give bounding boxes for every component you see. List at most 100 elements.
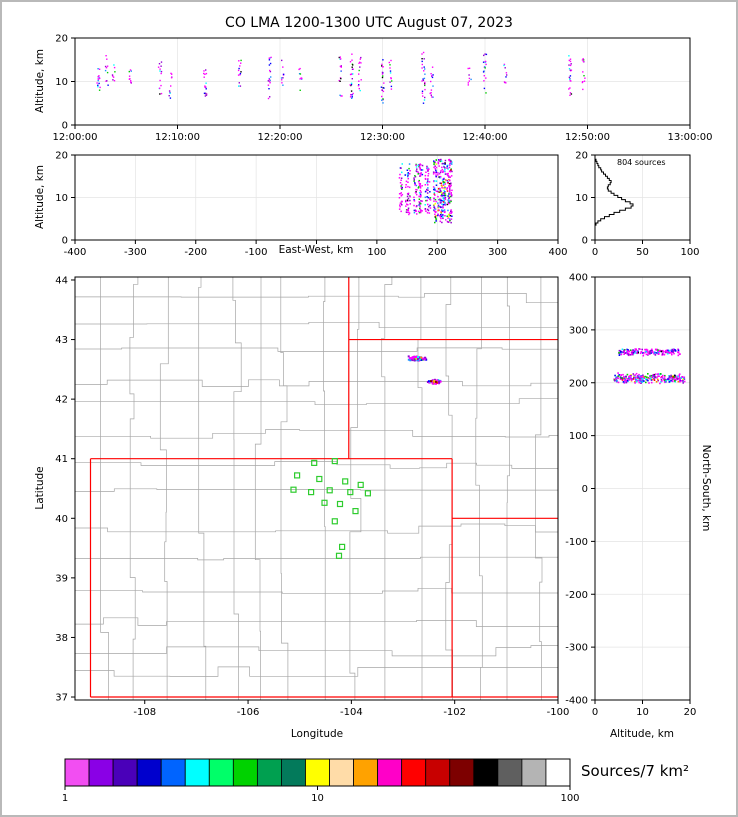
station-marker	[347, 489, 354, 496]
tick-label: 100	[680, 247, 699, 258]
station-marker	[336, 500, 344, 508]
colorbar-cell	[160, 758, 186, 787]
colorbar-cell	[497, 758, 523, 787]
colorbar-label: Sources/7 km²	[581, 762, 690, 780]
state-borders	[89, 277, 558, 698]
colorbar-cell	[88, 758, 114, 787]
colorbar-cell	[232, 758, 258, 787]
tick-label: 0	[592, 247, 598, 258]
tick-label: 12:00:00	[53, 132, 98, 143]
station-marker	[311, 459, 318, 466]
station-marker	[331, 458, 338, 465]
tick-label: -300	[565, 643, 588, 654]
tick-label: 0	[62, 121, 68, 132]
tick-label: 10	[55, 193, 68, 204]
colorbar-cell	[64, 758, 90, 787]
tick-label: -200	[565, 590, 588, 601]
map-source-points	[407, 355, 442, 385]
tick-label: -100	[565, 537, 588, 548]
tick-label: 50	[636, 247, 649, 258]
tick-label: 0	[582, 236, 588, 247]
tick-label: 38	[55, 633, 68, 644]
colorbar-cell	[353, 758, 379, 787]
tick-label: 400	[548, 247, 567, 258]
gridlines	[595, 277, 690, 700]
colorbar-cell	[136, 758, 162, 787]
map-ylabel: Latitude	[34, 466, 46, 510]
tick-label: 20	[55, 151, 68, 162]
colorbar-cell	[112, 758, 138, 787]
tick-label: -106	[237, 707, 260, 718]
tick-label: 100	[569, 431, 588, 442]
tick-label: 10	[311, 793, 324, 804]
tick-label: -200	[184, 247, 207, 258]
station-marker	[339, 543, 346, 551]
tick-label: 20	[684, 707, 697, 718]
ew-height-points	[398, 158, 453, 224]
colorbar-cell	[401, 758, 427, 787]
tick-label: 42	[55, 395, 68, 406]
station-marker	[357, 481, 364, 488]
altitude-histogram-line	[595, 155, 634, 240]
tick-label: 43	[55, 335, 68, 346]
station-marker	[331, 518, 338, 525]
lma-stations	[290, 458, 371, 559]
gridlines	[75, 155, 558, 240]
tick-label: -400	[565, 696, 588, 707]
tick-label: 0	[592, 707, 598, 718]
ns-height-points	[613, 348, 686, 385]
tick-label: -102	[443, 707, 466, 718]
tick-label: 41	[55, 454, 68, 465]
tick-label: 12:20:00	[258, 132, 303, 143]
tick-label: 40	[55, 514, 68, 525]
time-height-points	[96, 51, 586, 104]
station-marker	[364, 490, 371, 497]
gridlines	[75, 38, 690, 125]
tick-label: 13:00:00	[668, 132, 713, 143]
tick-label: -108	[133, 707, 156, 718]
tick-label: 10	[575, 193, 588, 204]
tick-label: 300	[569, 325, 588, 336]
tick-label: 20	[575, 151, 588, 162]
tick-label: -100	[547, 707, 570, 718]
station-marker	[335, 552, 343, 559]
station-marker	[294, 472, 301, 479]
tick-label: 10	[55, 77, 68, 88]
tick-label: 20	[55, 34, 68, 45]
tick-label: 10	[636, 707, 649, 718]
colorbar-cell	[545, 758, 571, 787]
tick-label: 200	[428, 247, 447, 258]
gridlines	[595, 155, 690, 240]
station-marker	[352, 508, 359, 515]
tick-label: 44	[55, 275, 68, 286]
ew-height-ylabel: Altitude, km	[34, 164, 46, 230]
colorbar-cell	[184, 758, 210, 787]
county-boundaries	[75, 277, 558, 700]
station-marker	[326, 487, 333, 494]
colorbar-cell	[329, 758, 354, 787]
tick-label: 100	[560, 793, 579, 804]
colorbar-cell	[377, 758, 403, 787]
colorbar-cell	[425, 758, 451, 787]
figure-title: CO LMA 1200-1300 UTC August 07, 2023	[225, 15, 513, 31]
tick-label: 1	[62, 793, 68, 804]
colorbar-cell	[449, 758, 475, 787]
tick-label: 12:10:00	[155, 132, 200, 143]
station-marker	[342, 478, 349, 485]
tick-label: 200	[569, 378, 588, 389]
sources-count-annotation: 804 sources	[617, 158, 666, 167]
colorbar: 1 10 100	[62, 758, 580, 804]
tick-label: -300	[124, 247, 147, 258]
tick-label: 100	[367, 247, 386, 258]
station-marker	[290, 486, 297, 493]
station-marker	[321, 499, 328, 506]
tick-label: 0	[62, 236, 68, 247]
ew-height-xlabel: East-West, km	[278, 244, 354, 256]
tick-label: 400	[569, 273, 588, 284]
tick-label: -400	[64, 247, 87, 258]
colorbar-cell	[256, 758, 282, 787]
map-frame	[74, 276, 559, 701]
tick-label: 12:30:00	[360, 132, 405, 143]
